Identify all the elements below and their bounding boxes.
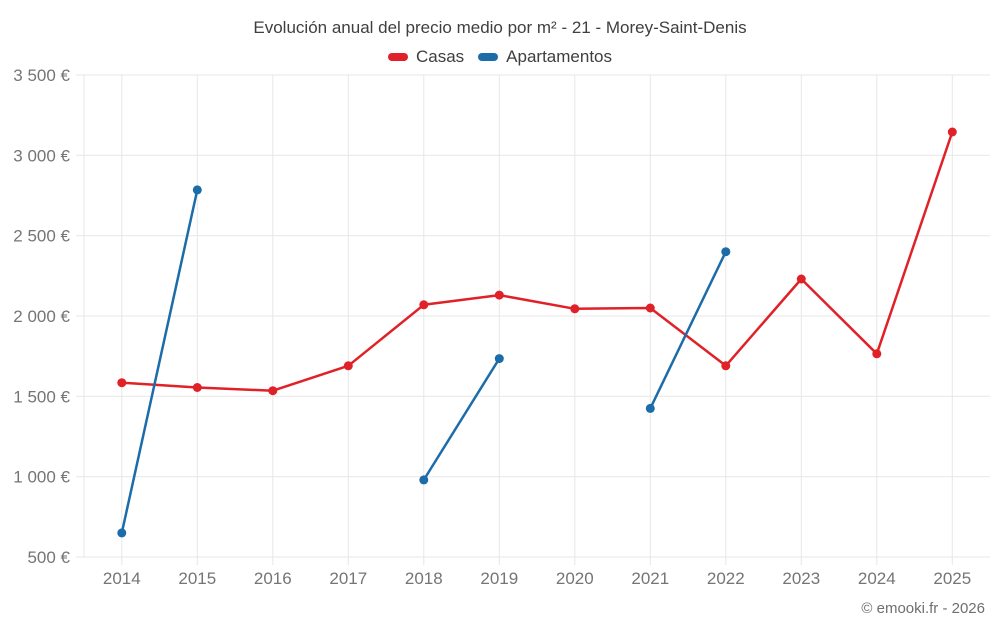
legend-item-casas[interactable]: Casas [387, 47, 465, 67]
x-axis-label: 2018 [405, 569, 443, 588]
legend-swatch-casas-icon [387, 53, 408, 61]
data-point-apartamentos-2022[interactable] [721, 247, 731, 257]
data-point-casas-2025[interactable] [947, 127, 957, 137]
data-point-casas-2017[interactable] [343, 361, 353, 371]
x-axis-label: 2020 [556, 569, 594, 588]
y-axis-label: 500 € [27, 548, 70, 567]
legend-label-casas: Casas [415, 47, 465, 66]
x-axis-label: 2017 [329, 569, 367, 588]
data-point-casas-2019[interactable] [494, 290, 504, 300]
data-point-apartamentos-2018[interactable] [419, 475, 429, 485]
series-line-apartamentos [120, 188, 728, 535]
data-point-casas-2021[interactable] [645, 303, 655, 313]
x-axis-label: 2022 [707, 569, 745, 588]
chart-legend: Casas Apartamentos [0, 47, 1000, 67]
y-axis-label: 1 000 € [13, 468, 70, 487]
series-line-casas [120, 130, 954, 392]
data-point-apartamentos-2019[interactable] [494, 354, 504, 364]
chart-title: Evolución anual del precio medio por m² … [253, 18, 747, 37]
data-point-casas-2024[interactable] [872, 349, 882, 359]
legend-swatch-apartamentos-icon [478, 53, 499, 61]
data-point-casas-2022[interactable] [721, 361, 731, 371]
data-point-casas-2015[interactable] [192, 383, 202, 392]
x-axis-label: 2014 [103, 569, 141, 588]
data-point-casas-2023[interactable] [796, 274, 806, 284]
data-point-casas-2014[interactable] [117, 378, 127, 388]
x-axis-label: 2024 [858, 569, 896, 588]
x-axis-label: 2023 [782, 569, 820, 588]
data-point-apartamentos-2014[interactable] [117, 528, 127, 538]
y-axis-label: 3 000 € [13, 146, 70, 165]
data-point-casas-2016[interactable] [268, 386, 278, 396]
x-axis-label: 2016 [254, 569, 292, 588]
x-axis-label: 2021 [631, 569, 669, 588]
data-point-apartamentos-2015[interactable] [192, 185, 202, 195]
x-axis-label: 2015 [178, 569, 216, 588]
y-axis-label: 3 500 € [13, 66, 70, 85]
y-axis-label: 2 500 € [13, 227, 70, 246]
data-point-casas-2020[interactable] [570, 304, 580, 314]
y-axis-label: 2 000 € [13, 307, 70, 326]
chart-footer-credit: © emooki.fr - 2026 [861, 600, 985, 617]
data-point-casas-2018[interactable] [419, 300, 429, 310]
data-point-apartamentos-2021[interactable] [645, 403, 655, 413]
legend-item-apartamentos[interactable]: Apartamentos [478, 47, 612, 67]
x-axis-label: 2019 [480, 569, 518, 588]
legend-label-apartamentos: Apartamentos [506, 47, 613, 66]
y-axis-label: 1 500 € [13, 387, 70, 406]
x-axis-label: 2025 [933, 569, 971, 588]
